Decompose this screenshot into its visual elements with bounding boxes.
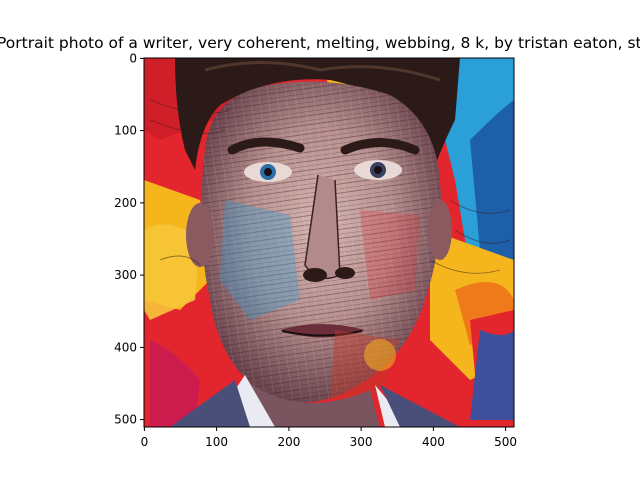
y-tick: 400 — [114, 341, 144, 355]
y-tick-label: 500 — [114, 413, 137, 427]
x-tick: 400 — [422, 427, 445, 449]
x-tick-label: 300 — [350, 435, 373, 449]
x-tick-label: 100 — [205, 435, 228, 449]
figure-title: Portrait photo of a writer, very coheren… — [0, 34, 640, 52]
x-tick: 0 — [141, 427, 149, 449]
x-tick: 200 — [277, 427, 300, 449]
y-tick-label: 100 — [114, 124, 137, 138]
y-tick: 500 — [114, 413, 144, 427]
x-axis: 0 100 200 300 400 500 — [141, 427, 517, 449]
x-tick-label: 200 — [277, 435, 300, 449]
x-tick-label: 500 — [494, 435, 517, 449]
y-tick: 100 — [114, 124, 144, 138]
x-tick: 100 — [205, 427, 228, 449]
x-tick-label: 400 — [422, 435, 445, 449]
x-tick: 500 — [494, 427, 517, 449]
portrait-image — [144, 58, 514, 427]
y-tick-label: 0 — [129, 52, 137, 66]
axes-frame — [143, 57, 515, 428]
y-tick-label: 200 — [114, 196, 137, 210]
y-tick-label: 300 — [114, 268, 137, 282]
y-tick: 0 — [129, 52, 144, 66]
y-tick: 200 — [114, 196, 144, 210]
x-tick-label: 0 — [141, 435, 149, 449]
y-tick-label: 400 — [114, 341, 137, 355]
y-tick: 300 — [114, 268, 144, 282]
x-tick: 300 — [350, 427, 373, 449]
y-axis: 0 100 200 300 400 500 — [114, 52, 144, 427]
